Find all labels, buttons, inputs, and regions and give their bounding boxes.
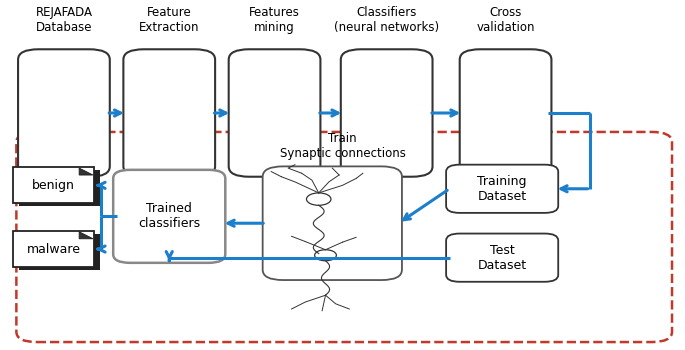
Text: Cross
validation: Cross validation: [476, 6, 535, 34]
FancyBboxPatch shape: [13, 167, 94, 203]
FancyBboxPatch shape: [18, 49, 110, 177]
Text: Test
Dataset: Test Dataset: [477, 244, 527, 272]
Text: Feature
Extraction: Feature Extraction: [139, 6, 199, 34]
Text: Train
Synaptic connections: Train Synaptic connections: [279, 132, 406, 160]
Text: Features
mining: Features mining: [249, 6, 300, 34]
FancyBboxPatch shape: [446, 233, 558, 282]
FancyBboxPatch shape: [18, 234, 99, 270]
Text: REJAFADA
Database: REJAFADA Database: [36, 6, 92, 34]
Text: Classifiers
(neural networks): Classifiers (neural networks): [334, 6, 439, 34]
FancyBboxPatch shape: [229, 49, 321, 177]
FancyBboxPatch shape: [460, 49, 551, 177]
FancyBboxPatch shape: [13, 231, 94, 267]
Text: malware: malware: [27, 243, 81, 256]
FancyBboxPatch shape: [18, 170, 99, 206]
Text: benign: benign: [32, 179, 75, 192]
FancyBboxPatch shape: [446, 164, 558, 213]
FancyBboxPatch shape: [113, 170, 225, 263]
Text: Trained
classifiers: Trained classifiers: [138, 202, 200, 230]
Polygon shape: [79, 168, 92, 175]
Text: Training
Dataset: Training Dataset: [477, 175, 527, 203]
FancyBboxPatch shape: [262, 166, 402, 280]
FancyBboxPatch shape: [123, 49, 215, 177]
Polygon shape: [79, 232, 92, 239]
FancyBboxPatch shape: [341, 49, 432, 177]
